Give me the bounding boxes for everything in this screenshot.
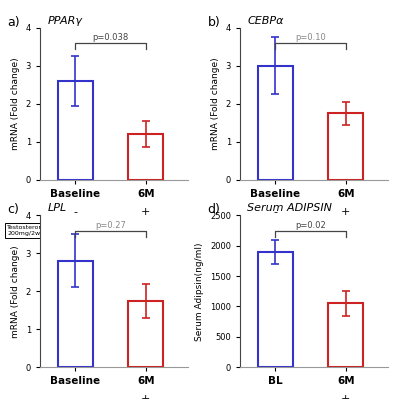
Text: +: + <box>141 394 150 399</box>
Text: d): d) <box>208 203 220 216</box>
Bar <box>258 252 293 367</box>
Y-axis label: mRNA (Fold change): mRNA (Fold change) <box>11 57 20 150</box>
Text: PPARγ: PPARγ <box>47 16 82 26</box>
Text: a): a) <box>8 16 20 29</box>
Text: -: - <box>73 207 77 217</box>
Text: p=0.27: p=0.27 <box>95 221 126 230</box>
Text: p=0.02: p=0.02 <box>295 221 326 230</box>
Y-axis label: mRNA (Fold change): mRNA (Fold change) <box>211 57 220 150</box>
Text: p=0.038: p=0.038 <box>92 34 129 42</box>
Bar <box>58 261 93 367</box>
Text: +: + <box>141 207 150 217</box>
Text: -: - <box>73 394 77 399</box>
Bar <box>328 113 363 180</box>
Text: -: - <box>273 394 277 399</box>
Text: Serum ADIPSIN: Serum ADIPSIN <box>247 203 332 213</box>
Text: CEBPα: CEBPα <box>247 16 284 26</box>
Bar <box>328 303 363 367</box>
Y-axis label: Serum Adipsin(ng/ml): Serum Adipsin(ng/ml) <box>196 242 204 340</box>
Text: p=0.10: p=0.10 <box>295 34 326 42</box>
Bar <box>258 66 293 180</box>
Text: +: + <box>341 207 350 217</box>
Text: c): c) <box>8 203 19 216</box>
Bar <box>128 134 163 180</box>
Text: LPL: LPL <box>47 203 67 213</box>
Text: b): b) <box>208 16 220 29</box>
Text: +: + <box>341 394 350 399</box>
Bar <box>128 301 163 367</box>
Bar <box>58 81 93 180</box>
Text: Testosterone(Cypionate)
200mg/2weeks: Testosterone(Cypionate) 200mg/2weeks <box>8 225 84 236</box>
Y-axis label: mRNA (Fold change): mRNA (Fold change) <box>11 245 20 338</box>
Text: -: - <box>273 207 277 217</box>
